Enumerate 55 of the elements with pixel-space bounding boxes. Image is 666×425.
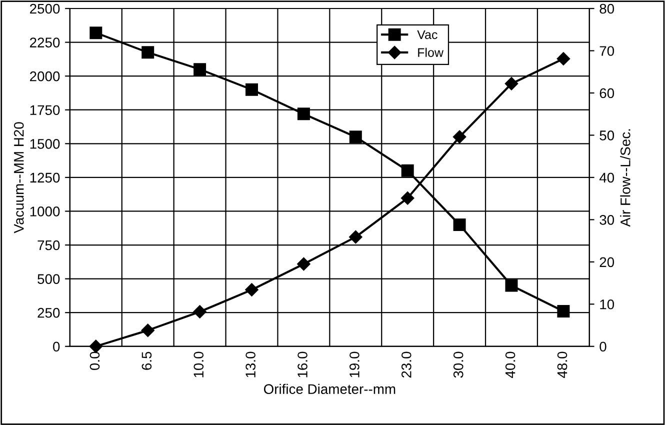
point	[246, 83, 258, 96]
point	[349, 130, 362, 144]
legend-label: Flow	[418, 48, 444, 57]
y-tick-label: 2000	[30, 71, 60, 82]
x-tick-label: 6.5	[142, 352, 152, 370]
point	[504, 77, 518, 90]
point	[141, 324, 154, 337]
y2-tick-label: 0	[600, 342, 606, 352]
x-tick-label: 40.0	[505, 352, 516, 378]
x-tick-label: 30.0	[453, 352, 464, 378]
y-axis-title: Vacuum--MM H20	[14, 122, 24, 234]
y-tick-label: 2500	[30, 4, 60, 14]
point	[297, 257, 310, 271]
y2-tick-label: 70	[600, 46, 614, 56]
y2-tick-label: 30	[600, 215, 614, 225]
x-tick-label: 10.0	[194, 352, 204, 378]
y-tick-label: 1000	[30, 206, 60, 216]
y2-tick-label: 80	[600, 4, 614, 14]
x-tick-label: 13.0	[246, 352, 256, 378]
y2-tick-label: 20	[600, 257, 614, 268]
y2-axis-title: Air Flow--L/Sec.	[620, 129, 630, 227]
point	[89, 340, 102, 353]
point	[453, 218, 466, 231]
y-tick-label: 1250	[30, 172, 60, 183]
point	[452, 130, 466, 144]
x-tick-label: 16.0	[298, 352, 308, 378]
point	[505, 279, 518, 292]
x-axis-title: Orifice Diameter--mm	[264, 384, 396, 394]
point	[245, 283, 258, 296]
point	[556, 52, 570, 66]
x-tick-label: 0.0	[90, 352, 100, 370]
point	[194, 63, 206, 76]
y2-tick-label: 40	[599, 172, 614, 183]
point	[142, 46, 154, 59]
point	[401, 192, 414, 205]
point	[349, 230, 362, 244]
x-tick-label: 23.0	[401, 352, 412, 378]
y2-tick-label: 10	[600, 299, 614, 310]
y2-tick-label: 60	[600, 88, 614, 98]
y-tick-label: 750	[38, 240, 60, 250]
point	[557, 304, 570, 318]
y-tick-label: 0	[53, 342, 60, 352]
y-tick-label: 1750	[30, 105, 60, 116]
x-tick-label: 48.0	[557, 352, 568, 378]
legend-label: Vac	[417, 30, 438, 40]
y-tick-label: 1500	[30, 138, 60, 149]
x-tick-label: 19.0	[350, 352, 360, 378]
point	[401, 164, 414, 177]
point	[193, 305, 206, 318]
point	[90, 26, 102, 40]
y-tick-label: 250	[38, 308, 60, 318]
y2-tick-label: 50	[600, 130, 614, 140]
y-tick-label: 2250	[30, 38, 60, 48]
y-tick-label: 500	[38, 274, 60, 284]
point	[297, 108, 310, 120]
